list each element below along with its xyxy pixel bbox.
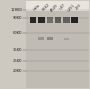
Bar [47, 17, 53, 23]
Text: 20KD: 20KD [13, 69, 22, 73]
Bar [38, 17, 45, 23]
Bar [63, 17, 70, 23]
Text: 293: 293 [75, 3, 82, 10]
Bar [47, 37, 53, 40]
Text: A549: A549 [50, 3, 59, 12]
Text: 35KD: 35KD [13, 48, 22, 52]
Text: 60KD: 60KD [13, 31, 22, 35]
Text: 90KD: 90KD [13, 16, 22, 20]
Bar [55, 17, 61, 23]
Bar [71, 17, 78, 23]
Bar [26, 1, 89, 88]
Bar [26, 1, 89, 11]
Text: K562: K562 [41, 3, 51, 12]
Text: U251: U251 [67, 3, 76, 12]
Text: 120KD: 120KD [10, 8, 22, 12]
Text: Hela: Hela [33, 3, 41, 11]
Bar [30, 17, 36, 23]
Text: U87: U87 [58, 3, 66, 11]
Bar [64, 38, 69, 40]
Text: 25KD: 25KD [13, 59, 22, 63]
Bar [39, 37, 44, 40]
